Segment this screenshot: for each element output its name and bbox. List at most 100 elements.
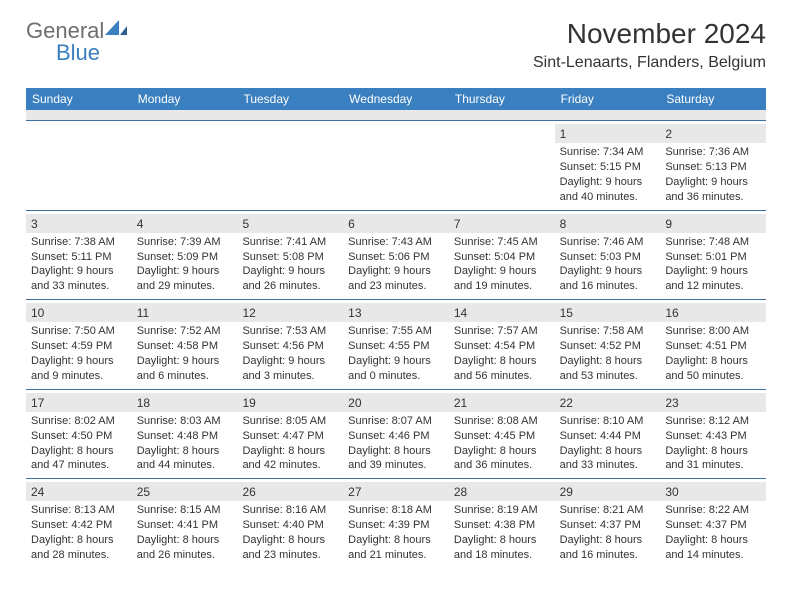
sunrise-text: Sunrise: 8:07 AM	[348, 414, 444, 429]
day-number: 13	[343, 303, 449, 322]
day-number: 27	[343, 482, 449, 501]
daylight-text: Daylight: 8 hours	[454, 444, 550, 459]
daylight-text: Daylight: 8 hours	[348, 444, 444, 459]
day-number: 3	[26, 214, 132, 233]
day-number: 17	[26, 393, 132, 412]
day-cell: 13Sunrise: 7:55 AMSunset: 4:55 PMDayligh…	[343, 300, 449, 389]
sunrise-text: Sunrise: 8:08 AM	[454, 414, 550, 429]
day-cell: 5Sunrise: 7:41 AMSunset: 5:08 PMDaylight…	[237, 211, 343, 300]
weeks-container: 1 Sunrise: 7:34 AMSunset: 5:15 PM Daylight…	[26, 120, 766, 568]
daylight-text: and 44 minutes.	[137, 458, 233, 473]
daylight-text: and 19 minutes.	[454, 279, 550, 294]
sunrise-text: Sunrise: 7:34 AM	[560, 145, 656, 160]
daylight-text: and 50 minutes.	[665, 369, 761, 384]
weekday-header: Saturday	[660, 88, 766, 110]
page-header: General Blue November 2024 Sint-Lenaarts…	[0, 0, 792, 78]
day-cell: 14Sunrise: 7:57 AMSunset: 4:54 PMDayligh…	[449, 300, 555, 389]
day-cell: 6Sunrise: 7:43 AMSunset: 5:06 PMDaylight…	[343, 211, 449, 300]
sunset-text: Sunset: 4:44 PM	[560, 429, 656, 444]
sunset-text: Sunset: 5:15 PM	[560, 160, 656, 175]
daylight-text: and 28 minutes.	[31, 548, 127, 563]
sunset-text: Sunset: 4:43 PM	[665, 429, 761, 444]
sunset-text: Sunset: 5:13 PM	[665, 160, 761, 175]
sunrise-text: Sunrise: 7:50 AM	[31, 324, 127, 339]
daylight-text: Daylight: 8 hours	[454, 533, 550, 548]
daylight-text: and 56 minutes.	[454, 369, 550, 384]
daylight-text: and 3 minutes.	[242, 369, 338, 384]
daylight-text: and 9 minutes.	[31, 369, 127, 384]
sunset-text: Sunset: 4:58 PM	[137, 339, 233, 354]
day-cell	[343, 121, 449, 210]
sunset-text: Sunset: 4:42 PM	[31, 518, 127, 533]
day-cell: 11Sunrise: 7:52 AMSunset: 4:58 PMDayligh…	[132, 300, 238, 389]
day-number: 10	[26, 303, 132, 322]
day-number: 26	[237, 482, 343, 501]
sunrise-text: Sunrise: 8:03 AM	[137, 414, 233, 429]
daylight-text: and 16 minutes.	[560, 279, 656, 294]
day-cell: 7Sunrise: 7:45 AMSunset: 5:04 PMDaylight…	[449, 211, 555, 300]
daylight-text: Daylight: 8 hours	[31, 533, 127, 548]
day-cell: 26Sunrise: 8:16 AMSunset: 4:40 PMDayligh…	[237, 479, 343, 568]
day-cell: 9Sunrise: 7:48 AMSunset: 5:01 PMDaylight…	[660, 211, 766, 300]
sunset-text: Sunset: 4:39 PM	[348, 518, 444, 533]
day-number: 23	[660, 393, 766, 412]
day-number: 19	[237, 393, 343, 412]
day-cell	[132, 121, 238, 210]
daylight-text: and 29 minutes.	[137, 279, 233, 294]
daylight-text: Daylight: 8 hours	[665, 533, 761, 548]
day-number: 24	[26, 482, 132, 501]
week-row: 10Sunrise: 7:50 AMSunset: 4:59 PMDayligh…	[26, 299, 766, 389]
day-number: 1	[555, 124, 661, 143]
week-row: 3Sunrise: 7:38 AMSunset: 5:11 PMDaylight…	[26, 210, 766, 300]
day-cell: 30Sunrise: 8:22 AMSunset: 4:37 PMDayligh…	[660, 479, 766, 568]
sunrise-text: Sunrise: 7:41 AM	[242, 235, 338, 250]
day-cell	[449, 121, 555, 210]
day-cell: 24Sunrise: 8:13 AMSunset: 4:42 PMDayligh…	[26, 479, 132, 568]
daylight-text: Daylight: 8 hours	[560, 444, 656, 459]
day-cell	[237, 121, 343, 210]
daylight-text: Daylight: 8 hours	[137, 533, 233, 548]
day-cell: 20 Sunrise: 8:07 AMSunset: 4:46 PMDayligh…	[343, 390, 449, 479]
weekday-header: Sunday	[26, 88, 132, 110]
day-number: 11	[132, 303, 238, 322]
day-cell: 1Sunrise: 7:34 AMSunset: 5:15 PMDaylight…	[555, 121, 661, 210]
daylight-text: and 36 minutes.	[454, 458, 550, 473]
day-cell: 29Sunrise: 8:21 AMSunset: 4:37 PMDayligh…	[555, 479, 661, 568]
daylight-text: and 23 minutes.	[242, 548, 338, 563]
sunset-text: Sunset: 4:41 PM	[137, 518, 233, 533]
week-row: 24Sunrise: 8:13 AMSunset: 4:42 PMDayligh…	[26, 478, 766, 568]
day-cell: 23Sunrise: 8:12 AMSunset: 4:43 PMDayligh…	[660, 390, 766, 479]
sunrise-text: Sunrise: 7:46 AM	[560, 235, 656, 250]
weekday-header-row: Sunday Monday Tuesday Wednesday Thursday…	[26, 88, 766, 110]
daylight-text: Daylight: 8 hours	[348, 533, 444, 548]
header-spacer	[26, 110, 766, 120]
logo: General Blue	[26, 18, 127, 70]
day-number: 2	[660, 124, 766, 143]
sunrise-text: Sunrise: 8:21 AM	[560, 503, 656, 518]
sunrise-text: Sunrise: 7:45 AM	[454, 235, 550, 250]
daylight-text: Daylight: 9 hours	[137, 264, 233, 279]
sunrise-text: Sunrise: 7:58 AM	[560, 324, 656, 339]
day-cell: 27Sunrise: 8:18 AMSunset: 4:39 PMDayligh…	[343, 479, 449, 568]
daylight-text: and 26 minutes.	[137, 548, 233, 563]
daylight-text: and 21 minutes.	[348, 548, 444, 563]
sunset-text: Sunset: 4:46 PM	[348, 429, 444, 444]
day-number: 20	[343, 393, 449, 412]
daylight-text: Daylight: 9 hours	[665, 175, 761, 190]
daylight-text: and 40 minutes.	[560, 190, 656, 205]
sunrise-text: Sunrise: 7:52 AM	[137, 324, 233, 339]
daylight-text: Daylight: 8 hours	[242, 533, 338, 548]
day-number: 7	[449, 214, 555, 233]
day-number: 9	[660, 214, 766, 233]
daylight-text: Daylight: 9 hours	[348, 264, 444, 279]
daylight-text: Daylight: 8 hours	[454, 354, 550, 369]
day-number: 14	[449, 303, 555, 322]
week-row: 1 Sunrise: 7:34 AMSunset: 5:15 PM Daylight…	[26, 120, 766, 210]
day-cell: 25Sunrise: 8:15 AMSunset: 4:41 PMDayligh…	[132, 479, 238, 568]
sunrise-text: Sunrise: 7:53 AM	[242, 324, 338, 339]
sunset-text: Sunset: 4:40 PM	[242, 518, 338, 533]
day-cell: 18Sunrise: 8:03 AMSunset: 4:48 PMDayligh…	[132, 390, 238, 479]
daylight-text: Daylight: 8 hours	[560, 533, 656, 548]
sunset-text: Sunset: 5:08 PM	[242, 250, 338, 265]
sunrise-text: Sunrise: 7:57 AM	[454, 324, 550, 339]
